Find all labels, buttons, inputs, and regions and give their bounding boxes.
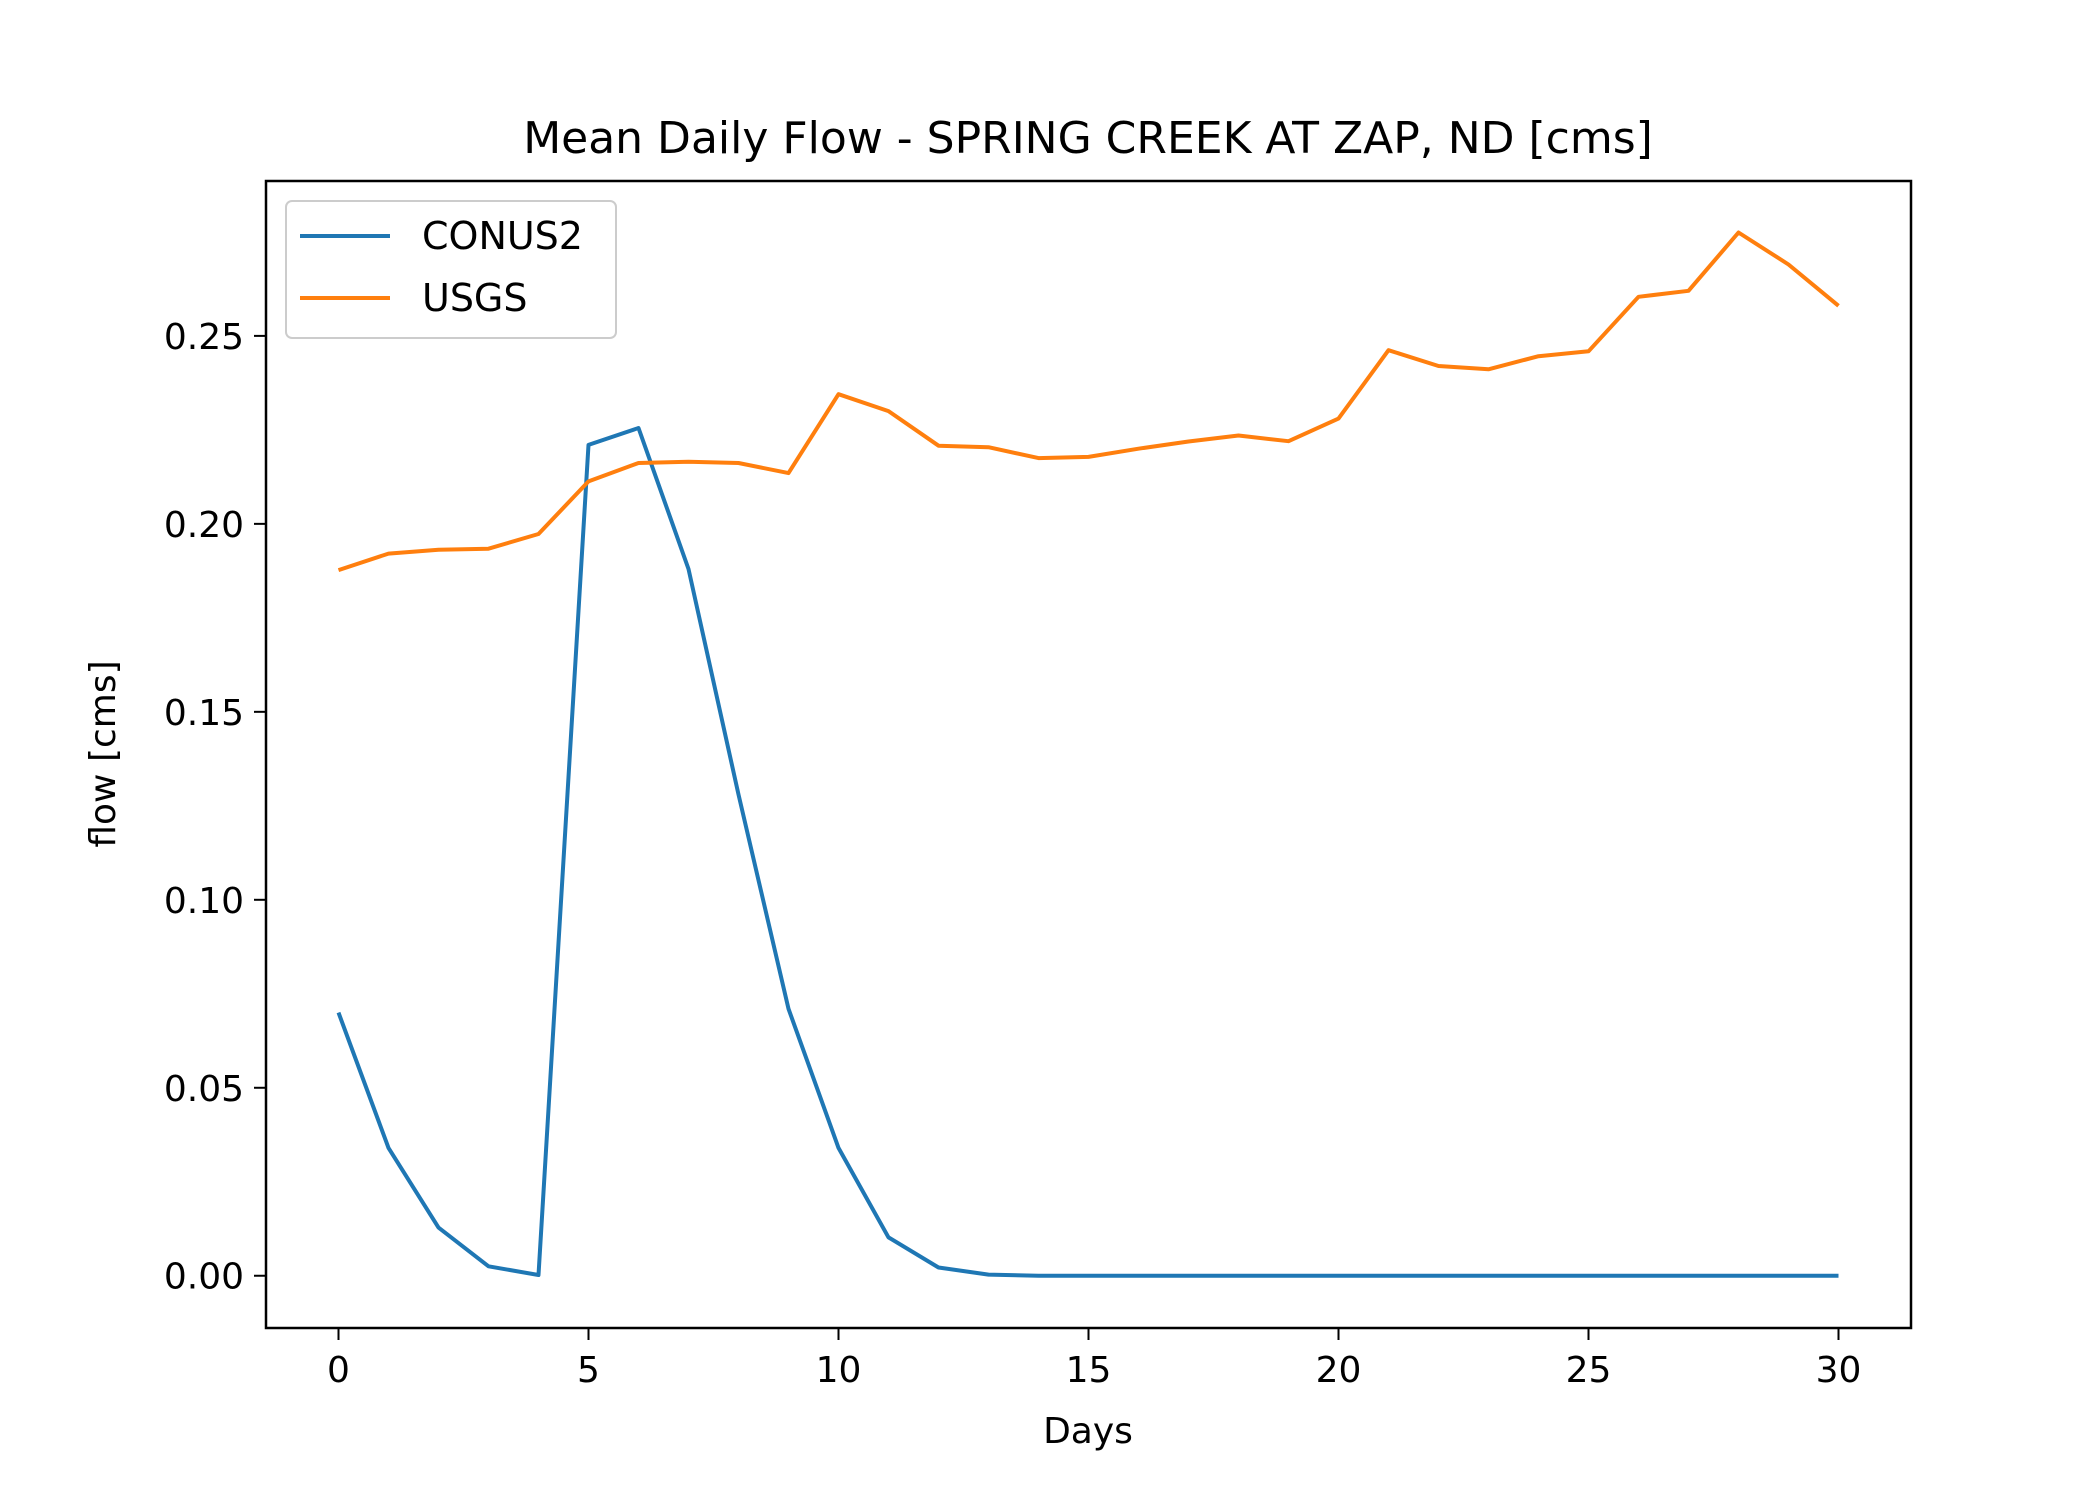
y-tick-label: 0.00 [164,1257,244,1298]
y-tick-label: 0.05 [164,1069,244,1110]
x-axis: 0 5 10 15 20 25 30 [327,1328,1861,1391]
y-tick-label: 0.15 [164,693,244,734]
plot-area [336,230,1840,1278]
x-tick-label: 15 [1066,1350,1112,1391]
y-tick-label: 0.20 [164,505,244,546]
x-axis-label: Days [1043,1411,1133,1452]
y-tick-label: 0.25 [164,317,244,358]
legend: CONUS2 USGS [285,200,617,339]
x-tick-label: 10 [816,1350,862,1391]
chart-title: Mean Daily Flow - SPRING CREEK AT ZAP, N… [523,113,1653,164]
y-axis: 0.00 0.05 0.10 0.15 0.20 0.25 [164,317,266,1298]
y-tick-label: 0.10 [164,881,244,922]
x-tick-label: 5 [577,1350,600,1391]
x-tick-label: 25 [1566,1350,1612,1391]
legend-label-conus2: CONUS2 [422,214,583,258]
x-tick-label: 0 [327,1350,350,1391]
y-axis-label: flow [cms] [83,660,124,847]
legend-label-usgs: USGS [422,276,528,320]
x-tick-label: 30 [1816,1350,1862,1391]
x-tick-label: 20 [1316,1350,1362,1391]
